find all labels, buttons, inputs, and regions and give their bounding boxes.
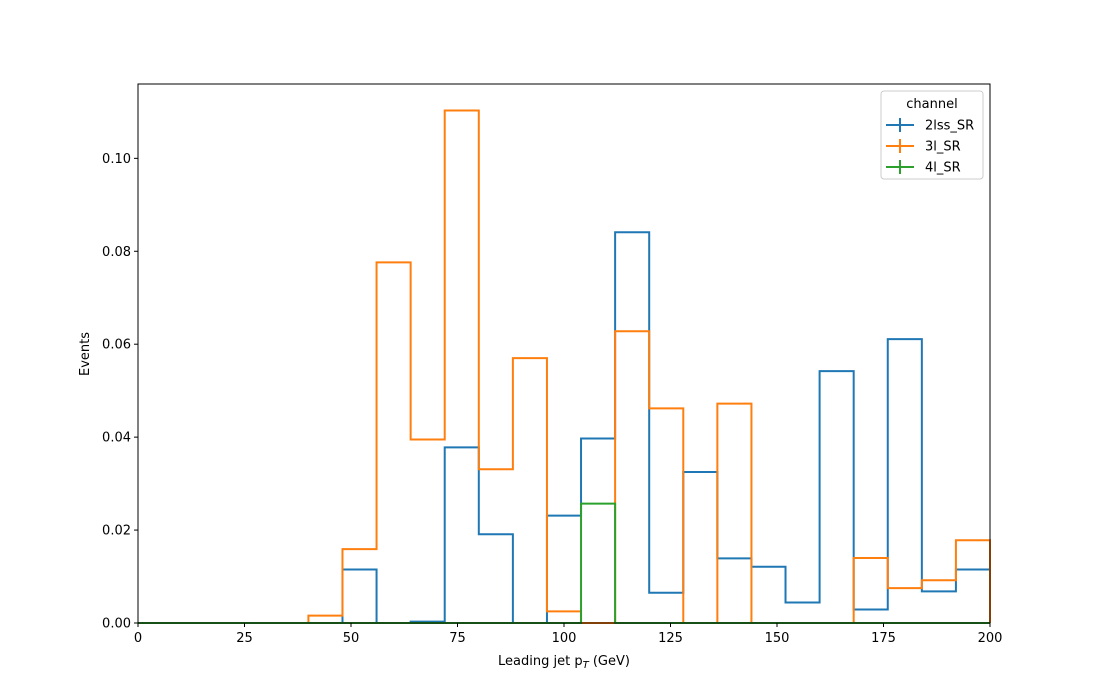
bin-3l_SR-14 bbox=[615, 331, 649, 623]
bin-2lss_SR-15 bbox=[649, 593, 683, 623]
x-tick-label: 25 bbox=[236, 631, 253, 646]
y-tick-label: 0.04 bbox=[102, 431, 131, 446]
legend-label-3l_SR: 3l_SR bbox=[925, 140, 961, 155]
bin-2lss_SR-20 bbox=[820, 371, 854, 623]
legend-label-4l_SR: 4l_SR bbox=[925, 161, 961, 176]
legend-label-2lss_SR: 2lss_SR bbox=[925, 119, 974, 134]
x-axis-label-unit: (GeV) bbox=[589, 654, 630, 669]
bin-2lss_SR-12 bbox=[547, 516, 581, 623]
bin-2lss_SR-9 bbox=[445, 447, 479, 623]
legend-entries: 2lss_SR 3l_SR 4l_SR bbox=[886, 118, 974, 176]
x-tick-label: 200 bbox=[978, 631, 1003, 646]
bin-4l_SR-13 bbox=[581, 504, 615, 623]
y-axis-label: Events bbox=[78, 332, 93, 376]
x-axis: 0 25 50 75 100 125 150 175 200 bbox=[134, 623, 1003, 646]
bin-3l_SR-8 bbox=[411, 439, 445, 623]
bin-3l_SR-7 bbox=[377, 262, 411, 623]
bin-2lss_SR-6 bbox=[342, 570, 376, 623]
series-step-2lss_SR bbox=[138, 231, 991, 624]
y-tick-label: 0.06 bbox=[102, 338, 131, 353]
x-tick-label: 100 bbox=[552, 631, 577, 646]
x-tick-label: 125 bbox=[658, 631, 683, 646]
y-tick-label: 0.10 bbox=[102, 152, 131, 167]
bin-3l_SR-24 bbox=[956, 540, 990, 623]
y-tick-label: 0.00 bbox=[102, 617, 131, 632]
bin-3l_SR-10 bbox=[479, 469, 513, 623]
x-axis-label: Leading jet pT (GeV) bbox=[498, 654, 630, 671]
x-axis-label-main: Leading jet p bbox=[498, 654, 583, 669]
y-axis: 0.00 0.02 0.04 0.06 0.08 0.10 bbox=[102, 152, 138, 632]
bin-3l_SR-11 bbox=[513, 358, 547, 623]
legend-box bbox=[880, 90, 984, 180]
bin-3l_SR-22 bbox=[888, 588, 922, 623]
bin-2lss_SR-14 bbox=[615, 232, 649, 623]
bin-2lss_SR-23 bbox=[922, 591, 956, 623]
series-step-3l_SR bbox=[138, 109, 991, 624]
x-tick-label: 0 bbox=[134, 631, 142, 646]
bin-3l_SR-21 bbox=[854, 558, 888, 623]
x-tick-label: 50 bbox=[343, 631, 360, 646]
plot-frame bbox=[137, 83, 991, 624]
bin-2lss_SR-17 bbox=[717, 558, 751, 623]
bin-2lss_SR-13 bbox=[581, 439, 615, 623]
bin-3l_SR-15 bbox=[649, 408, 683, 623]
x-tick-label: 75 bbox=[449, 631, 466, 646]
series-layer bbox=[138, 109, 991, 624]
x-tick-label: 175 bbox=[871, 631, 896, 646]
bin-2lss_SR-10 bbox=[479, 534, 513, 623]
bin-3l_SR-23 bbox=[922, 580, 956, 623]
bin-2lss_SR-24 bbox=[956, 570, 990, 623]
bin-2lss_SR-22 bbox=[888, 339, 922, 623]
bin-3l_SR-12 bbox=[547, 611, 581, 623]
bin-3l_SR-9 bbox=[445, 110, 479, 623]
x-axis-label-subscript: T bbox=[583, 660, 590, 671]
y-tick-label: 0.08 bbox=[102, 245, 131, 260]
bin-2lss_SR-19 bbox=[786, 603, 820, 623]
bin-2lss_SR-16 bbox=[683, 472, 717, 623]
bin-3l_SR-5 bbox=[308, 616, 342, 623]
y-tick-label: 0.02 bbox=[102, 524, 131, 539]
series-step-4l_SR bbox=[138, 502, 990, 624]
bin-2lss_SR-21 bbox=[854, 610, 888, 623]
legend-title: channel bbox=[906, 97, 957, 112]
x-tick-label: 150 bbox=[765, 631, 790, 646]
bin-3l_SR-6 bbox=[342, 549, 376, 623]
bin-3l_SR-17 bbox=[717, 404, 751, 623]
legend: channel 2lss_SR 3l_SR 4l_SR bbox=[880, 90, 984, 180]
bin-2lss_SR-18 bbox=[751, 567, 785, 623]
